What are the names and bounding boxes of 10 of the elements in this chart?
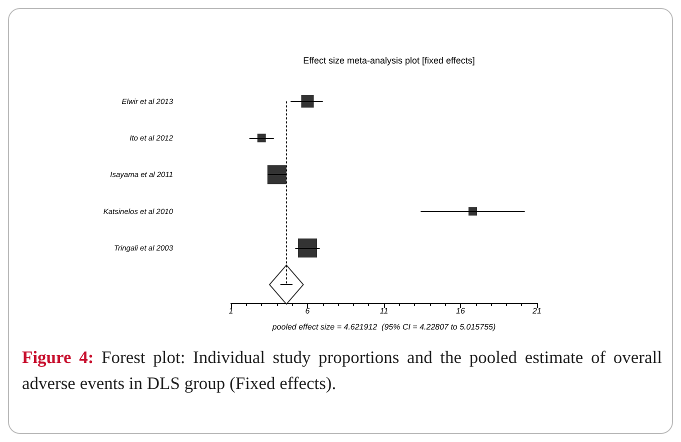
x-tick-label: 6 [305, 306, 310, 316]
chart-title: Effect size meta-analysis plot [fixed effects] [303, 56, 475, 66]
x-tick-label: 21 [532, 306, 542, 316]
x-tick-label: 1 [228, 306, 234, 316]
point [301, 95, 314, 108]
point [269, 264, 304, 305]
caption: Figure 4: Forest plot: Individual study proportions and the pooled estimate of overall adverse events in DLS group (Fixed effects). [22, 346, 662, 395]
x-axis-title: pooled effect size = 4.621912 (95% CI = 4.22807 to 5.015755) [271, 322, 496, 332]
x-tick-label: 16 [456, 306, 466, 316]
x-tick-label: 11 [380, 306, 388, 316]
